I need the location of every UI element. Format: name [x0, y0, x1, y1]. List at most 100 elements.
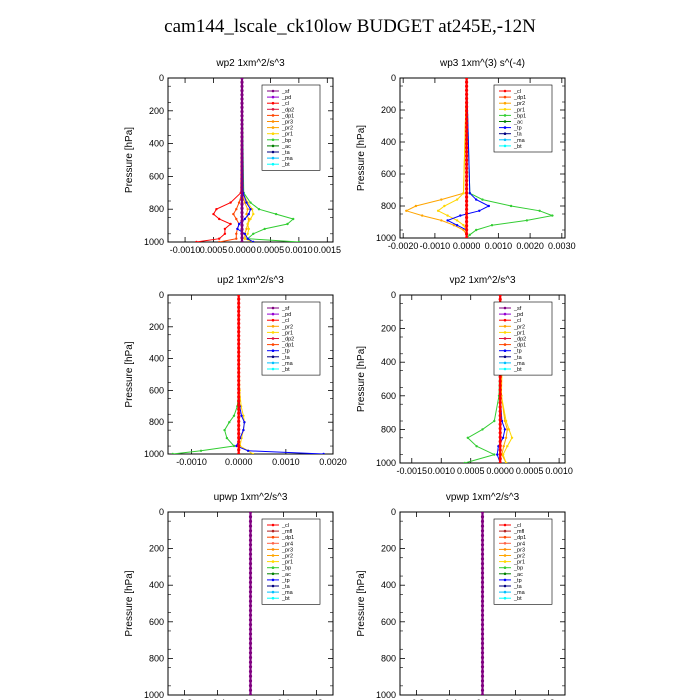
legend-marker: [503, 542, 507, 545]
legend-label: _tp: [513, 126, 522, 132]
series-point: [452, 224, 456, 227]
chart-panel-5: upwp 1xm^2/s^3 Pressure [hPa] 0 200 400 600 80…: [124, 492, 334, 700]
series-point: [480, 580, 485, 585]
series-point: [480, 618, 485, 622]
legend-label: _dp1: [513, 95, 526, 101]
legend-marker: [503, 361, 507, 365]
series-point: [465, 129, 469, 133]
series-point: [465, 195, 469, 199]
series-point: [245, 201, 248, 204]
legend-label: _pr1: [513, 330, 525, 336]
series-point: [480, 669, 485, 674]
series-point: [237, 222, 241, 226]
series-point: [171, 452, 174, 454]
legend-box: [493, 84, 553, 153]
series-point: [506, 428, 509, 431]
series-point: [480, 637, 485, 641]
series-point: [480, 688, 485, 692]
series-point: [237, 297, 241, 301]
series-point: [465, 125, 469, 129]
series-point: [235, 217, 238, 221]
legend-marker: [271, 584, 275, 588]
legend-marker: [271, 578, 275, 582]
chart-panel-6: vpwp 1xm^2/s^3 Pressure [hPa] 0 200 400 600 80…: [356, 492, 566, 700]
legend-label: _cl: [513, 89, 521, 95]
series-point: [462, 224, 465, 227]
legend-label: _bt: [513, 596, 522, 602]
series-point: [248, 529, 253, 533]
y-tick-label: 600: [381, 617, 396, 627]
x-tick-label: 0.0005: [516, 466, 544, 476]
series-point: [247, 212, 250, 216]
legend-marker: [271, 95, 275, 99]
series-point: [480, 590, 485, 594]
legend-label: _pr2: [513, 324, 525, 330]
series-point: [240, 80, 244, 84]
series-point: [240, 143, 244, 147]
series-point: [240, 84, 244, 88]
legend-label: _dp1: [281, 113, 294, 119]
series-point: [405, 209, 408, 212]
series-point: [468, 233, 471, 236]
series-point: [248, 655, 253, 660]
y-tick-label: 400: [149, 580, 164, 590]
series-point: [240, 202, 244, 206]
legend-label: _bp: [281, 138, 291, 144]
legend-marker: [271, 138, 275, 142]
series-point: [480, 585, 485, 589]
series-point: [465, 137, 469, 142]
series-point: [218, 237, 221, 240]
series-point: [507, 428, 511, 431]
chart-panel-4: vp2 1xm^2/s^3 Pressure [hPa] 0 200 400 600 800…: [356, 275, 573, 476]
legend-marker: [271, 523, 275, 527]
series-point: [237, 407, 241, 411]
legend-marker: [271, 560, 275, 563]
series-point: [240, 89, 244, 93]
x-tick-label: 0.0010: [427, 466, 455, 476]
series-point: [240, 156, 244, 160]
x-tick-label: -0.0010: [176, 457, 207, 467]
y-tick-label: 200: [149, 322, 164, 332]
legend-marker: [271, 590, 275, 594]
x-tick-label: 0.8: [542, 698, 555, 700]
series-point: [237, 338, 241, 342]
series-point: [246, 237, 249, 240]
series-point: [248, 557, 253, 561]
x-tick-label: -0.8: [177, 698, 193, 700]
series-point: [465, 101, 469, 105]
series-point: [465, 109, 469, 113]
legend-marker: [503, 144, 507, 148]
legend: _cl_mfl_dp1_pr4_pr3_pr2_pr1_bp_ac_tp_ta_…: [261, 518, 321, 605]
y-tick-label: 400: [149, 354, 164, 364]
legend: _cl_mfl_dp1_pr4_pr3_pr2_pr1_bp_ac_tp_ta_…: [493, 518, 553, 605]
series-point: [240, 185, 244, 189]
series-point: [465, 133, 469, 137]
series-point: [465, 224, 469, 228]
series-point: [498, 422, 502, 426]
series-point: [465, 146, 469, 150]
series-point: [480, 604, 485, 608]
series-point: [248, 599, 253, 603]
series-point: [246, 449, 250, 452]
legend-label: _mfl: [513, 529, 524, 535]
legend-label: _dp2: [281, 337, 294, 343]
series-point: [235, 444, 238, 448]
series-point: [480, 646, 485, 650]
series-point: [498, 375, 502, 379]
y-tick-label: 600: [149, 171, 164, 181]
legend-marker: [271, 337, 275, 340]
series-point: [465, 158, 469, 162]
series-point: [232, 444, 236, 448]
y-tick-label: 1000: [144, 237, 164, 247]
series-point: [248, 674, 253, 678]
series-point: [480, 599, 485, 603]
legend-marker: [503, 355, 507, 359]
x-tick-label: 0.0: [244, 698, 257, 700]
series-point: [237, 436, 241, 440]
series-point: [248, 585, 253, 589]
legend-marker: [503, 529, 507, 533]
series-point: [247, 217, 250, 221]
panel-title: vp2 1xm^2/s^3: [449, 275, 516, 286]
series-point: [493, 419, 496, 423]
series-point: [248, 637, 253, 641]
